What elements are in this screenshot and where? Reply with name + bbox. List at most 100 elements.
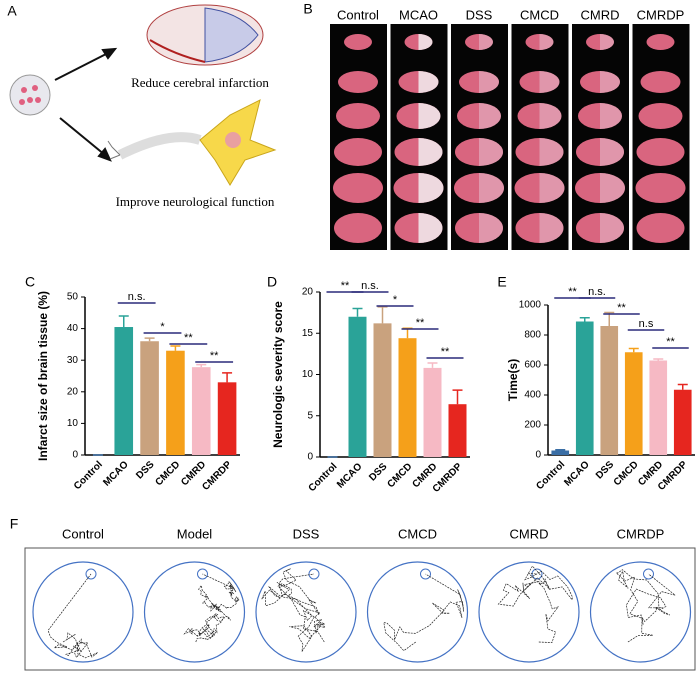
slice <box>636 213 685 243</box>
bar <box>575 321 594 455</box>
target <box>197 568 208 580</box>
bar <box>191 367 211 455</box>
error-bar <box>196 363 207 368</box>
sig-label: ** <box>568 286 577 298</box>
infarct <box>539 71 560 94</box>
column-label: DSS <box>466 7 493 22</box>
sig-label: ** <box>617 302 626 314</box>
y-axis-label: Time(s) <box>506 359 520 401</box>
slice <box>333 173 383 203</box>
error-bar <box>677 383 688 390</box>
bar <box>348 316 367 457</box>
y-tick-label: 0 <box>72 450 78 461</box>
error-bar <box>222 372 233 383</box>
x-tick-label: DSS <box>134 459 157 482</box>
column-bg <box>572 24 629 250</box>
error-bar <box>377 306 388 324</box>
swim-track <box>47 573 98 659</box>
column-bg <box>330 24 387 250</box>
sig-label: ** <box>210 350 219 362</box>
infarct <box>539 103 562 129</box>
bar <box>373 323 392 457</box>
target <box>308 568 320 580</box>
bar <box>217 382 237 455</box>
slice <box>334 213 382 243</box>
bar <box>448 404 467 457</box>
error-bar <box>628 347 639 353</box>
x-tick-label: MCAO <box>101 459 131 489</box>
swim-track <box>615 569 676 643</box>
infarct <box>418 71 439 94</box>
slice <box>336 103 380 129</box>
infarct <box>418 138 443 166</box>
column-label: CMCD <box>520 7 559 22</box>
track-label: DSS <box>293 526 320 541</box>
virus-icon <box>9 74 51 116</box>
error-bar <box>427 362 438 368</box>
error-bar <box>144 337 155 342</box>
bar <box>673 389 692 455</box>
sig-label: ** <box>184 332 193 344</box>
y-tick-label: 15 <box>302 328 314 339</box>
track-label: CMRD <box>510 526 549 541</box>
sig-label: n.s. <box>128 291 146 303</box>
y-tick-label: 10 <box>67 418 79 429</box>
x-tick-label: CMRDP <box>200 459 234 493</box>
infarct <box>418 103 441 129</box>
column-label: Control <box>337 7 379 22</box>
swim-track <box>261 568 327 652</box>
error-bar <box>555 449 566 451</box>
slice <box>635 173 686 203</box>
column-bg <box>390 24 448 250</box>
y-tick-label: 800 <box>524 330 541 341</box>
infarct <box>418 213 443 243</box>
slice <box>338 71 378 93</box>
panel-letter: E <box>497 274 506 290</box>
x-tick-label: CMCD <box>612 459 641 488</box>
caption: Improve neurological function <box>116 194 275 209</box>
infarct <box>539 138 564 166</box>
panel-letter: A <box>7 3 17 19</box>
y-tick-label: 50 <box>67 292 79 303</box>
y-tick-label: 10 <box>302 369 314 380</box>
column-bg <box>511 24 569 250</box>
x-tick-label: Control <box>72 459 105 492</box>
y-tick-label: 0 <box>307 452 313 463</box>
x-tick-label: CMCD <box>153 459 182 488</box>
arena <box>255 561 357 663</box>
error-bar <box>452 389 463 405</box>
infarct <box>479 138 503 166</box>
target <box>643 568 654 580</box>
y-axis-label: Infarct size of brain tissue (%) <box>36 291 50 461</box>
caption: Reduce cerebral infarction <box>131 75 269 90</box>
column-bg <box>451 24 508 250</box>
column-label: CMRD <box>581 7 620 22</box>
bar <box>423 367 442 457</box>
x-tick-label: CMCD <box>385 461 414 490</box>
y-tick-label: 200 <box>524 420 541 431</box>
sig-label: ** <box>666 336 675 348</box>
error-bar <box>402 327 413 339</box>
swim-track <box>497 565 573 643</box>
infarct <box>479 71 499 93</box>
column-bg <box>632 24 690 250</box>
y-tick-label: 1000 <box>519 300 542 311</box>
y-tick-label: 600 <box>524 360 541 371</box>
panel-letter: B <box>303 1 312 17</box>
infarct <box>600 34 614 50</box>
swim-track <box>383 573 464 652</box>
infarct <box>479 103 501 129</box>
bar <box>114 327 134 455</box>
infarct <box>600 173 625 203</box>
error-bar <box>352 307 363 317</box>
arena <box>366 561 469 663</box>
y-tick-label: 0 <box>535 450 541 461</box>
slice <box>640 71 681 93</box>
sig-label: ** <box>416 317 425 329</box>
bar <box>398 338 417 457</box>
infarct <box>539 34 554 50</box>
panel-letter: C <box>25 274 35 290</box>
sig-label: n.s. <box>361 280 379 292</box>
track-label: Control <box>62 526 104 541</box>
